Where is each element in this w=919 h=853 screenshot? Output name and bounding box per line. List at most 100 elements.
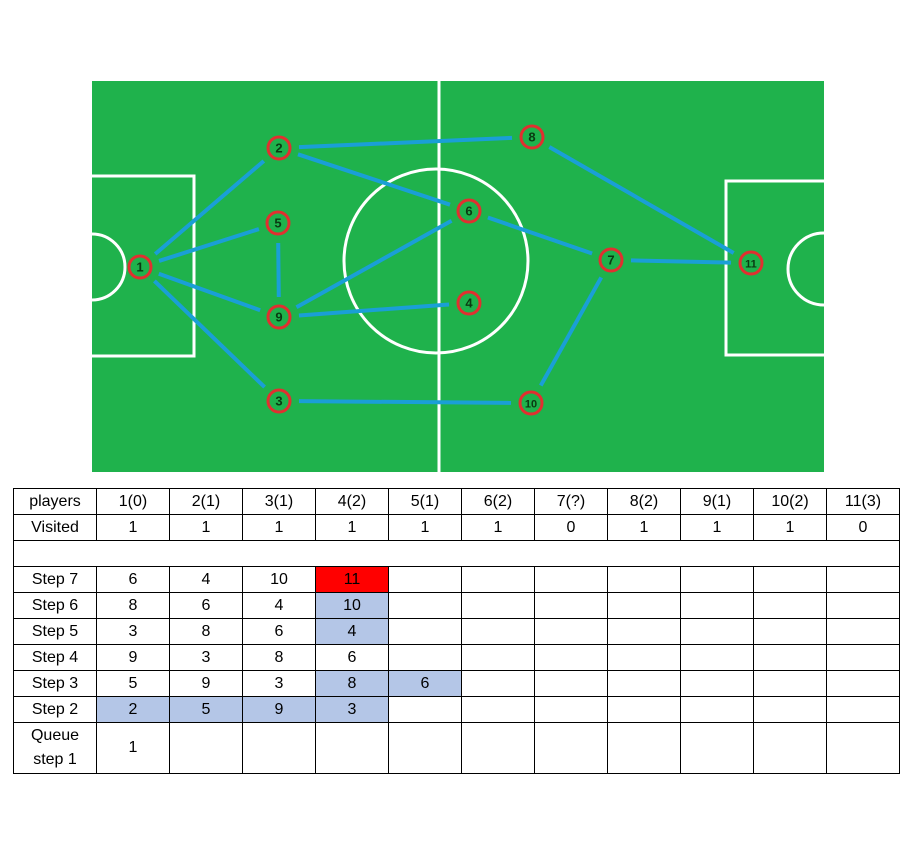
edge-5-9 xyxy=(276,242,281,298)
edge-8-11 xyxy=(548,145,735,255)
queue-cell xyxy=(753,722,827,774)
queue-cell xyxy=(388,592,462,619)
row-label: Step 5 xyxy=(13,618,97,645)
row-label: Step 2 xyxy=(13,696,97,723)
header-cell: 4(2) xyxy=(315,488,389,515)
queue-cell xyxy=(826,618,900,645)
right-penalty-box xyxy=(724,179,824,357)
queue-cell xyxy=(242,722,316,774)
header-cell: 1(0) xyxy=(96,488,170,515)
player-node-10: 10 xyxy=(518,390,544,416)
step-row: Step 7 6 4 10 11 xyxy=(13,566,900,593)
queue-cell xyxy=(461,566,535,593)
table-header-row: players 1(0) 2(1) 3(1) 4(2) 5(1) 6(2) 7(?) 8(2) 9… xyxy=(13,488,900,515)
queue-cell xyxy=(753,696,827,723)
edge-2-6 xyxy=(297,152,451,207)
player-node-ring xyxy=(127,254,153,280)
player-node-ring xyxy=(266,135,292,161)
queue-cell xyxy=(607,696,681,723)
player-node-ring xyxy=(518,390,544,416)
player-node-ring xyxy=(456,198,482,224)
player-node-label: 8 xyxy=(528,130,535,145)
visited-cell: 1 xyxy=(169,514,243,541)
player-node-8: 8 xyxy=(519,124,545,150)
queue-cell xyxy=(826,566,900,593)
spacer-cell xyxy=(13,540,900,567)
header-cell: 11(3) xyxy=(826,488,900,515)
queue-cell: 3 xyxy=(169,644,243,671)
queue-cell: 9 xyxy=(242,696,316,723)
queue-cell: 4 xyxy=(315,618,389,645)
queue-cell xyxy=(753,592,827,619)
bfs-table: players 1(0) 2(1) 3(1) 4(2) 5(1) 6(2) 7(?) 8(2) 9… xyxy=(13,488,900,774)
player-node-label: 3 xyxy=(275,394,282,409)
player-node-label: 5 xyxy=(274,216,281,231)
pitch-background xyxy=(92,81,824,472)
player-node-label: 7 xyxy=(607,253,614,268)
queue-cell xyxy=(534,618,608,645)
player-node-4: 4 xyxy=(456,290,482,316)
player-node-label: 6 xyxy=(465,204,472,219)
queue-cell: 6 xyxy=(315,644,389,671)
row-label: Step 7 xyxy=(13,566,97,593)
edge-1-5 xyxy=(158,227,260,263)
queue-cell xyxy=(680,722,754,774)
edge-9-6 xyxy=(295,218,453,310)
row-label: Step 6 xyxy=(13,592,97,619)
queue-cell xyxy=(534,592,608,619)
queue-cell: 3 xyxy=(242,670,316,697)
queue-cell xyxy=(534,696,608,723)
queue-cell: 4 xyxy=(242,592,316,619)
player-node-7: 7 xyxy=(598,247,624,273)
visited-cell: 1 xyxy=(315,514,389,541)
queue-cell: 8 xyxy=(315,670,389,697)
player-node-label: 2 xyxy=(275,141,282,156)
queue-cell xyxy=(388,618,462,645)
queue-cell xyxy=(534,566,608,593)
edge-1-3 xyxy=(153,279,266,389)
queue-cell: 6 xyxy=(388,670,462,697)
queue-cell xyxy=(680,618,754,645)
queue-cell xyxy=(315,722,389,774)
pass-edges xyxy=(153,135,735,405)
row-label: Step 3 xyxy=(13,670,97,697)
queue-cell xyxy=(534,722,608,774)
soccer-pitch-diagram: 1 2 3 4 5 6 7 8 9 10 11 xyxy=(92,81,824,472)
queue-cell xyxy=(388,566,462,593)
queue-cell xyxy=(826,644,900,671)
queue-cell xyxy=(753,566,827,593)
spacer-row xyxy=(13,540,900,567)
right-goal-arc xyxy=(786,231,824,307)
queue-label-line1: Queue xyxy=(30,727,80,744)
queue-cell: 6 xyxy=(96,566,170,593)
player-nodes: 1 2 3 4 5 6 7 8 9 10 11 xyxy=(127,124,764,416)
queue-cell xyxy=(826,592,900,619)
queue-cell xyxy=(753,644,827,671)
queue-cell xyxy=(753,670,827,697)
queue-cell xyxy=(680,566,754,593)
queue-cell xyxy=(826,670,900,697)
visited-cell: 0 xyxy=(826,514,900,541)
queue-cell: 8 xyxy=(96,592,170,619)
queue-cell xyxy=(826,696,900,723)
queue-cell xyxy=(680,696,754,723)
queue-cell xyxy=(826,722,900,774)
queue-cell: 8 xyxy=(242,644,316,671)
row-label: players xyxy=(13,488,97,515)
header-cell: 2(1) xyxy=(169,488,243,515)
visited-cell: 1 xyxy=(461,514,535,541)
queue-cell xyxy=(534,670,608,697)
player-node-label: 1 xyxy=(136,260,143,275)
edge-1-2 xyxy=(153,159,266,256)
queue-cell: 1 xyxy=(96,722,170,774)
player-node-ring xyxy=(456,290,482,316)
queue-cell xyxy=(607,670,681,697)
player-node-11: 11 xyxy=(738,250,764,276)
player-node-ring xyxy=(598,247,624,273)
header-cell: 9(1) xyxy=(680,488,754,515)
player-node-ring xyxy=(266,304,292,330)
row-label: Queue step 1 xyxy=(13,722,97,774)
